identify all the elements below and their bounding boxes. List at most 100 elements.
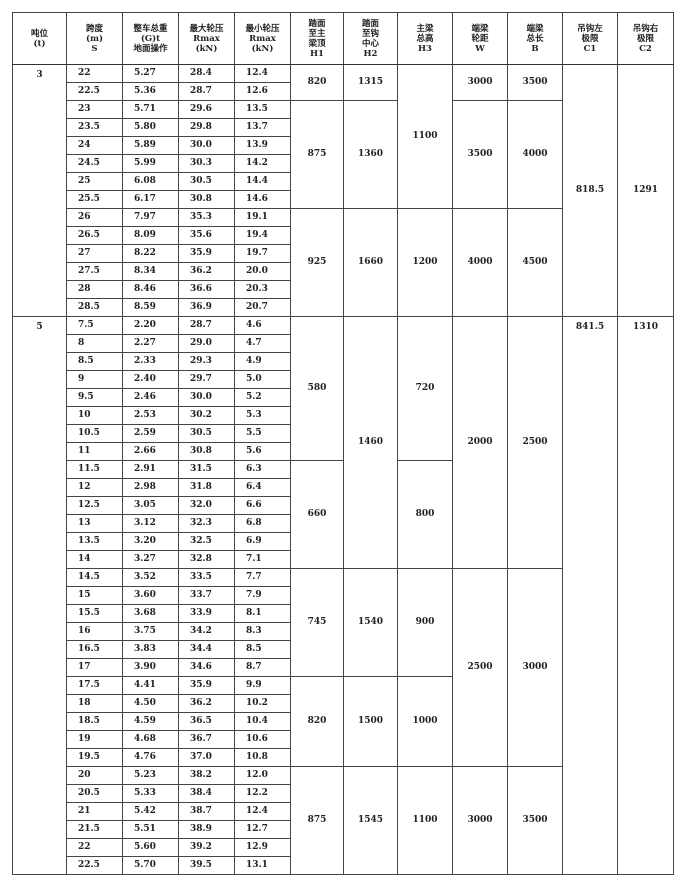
cell-min-wheel-load: 10.6 xyxy=(234,730,291,749)
cell-total-weight: 3.12 xyxy=(122,514,179,533)
cell-min-wheel-load: 12.4 xyxy=(234,64,291,83)
header-line: Rmax xyxy=(193,33,220,44)
cell-total-weight: 2.59 xyxy=(122,424,179,443)
cell-total-weight: 4.76 xyxy=(122,748,179,767)
cell-total-weight: 4.59 xyxy=(122,712,179,731)
cell-b: 3500 xyxy=(507,64,563,101)
cell-max-wheel-load: 30.0 xyxy=(178,136,235,155)
table-row: 14 3.27 32.8 7.1 xyxy=(13,550,674,569)
header-line: 最小轮压 xyxy=(245,23,280,34)
cell-total-weight: 2.53 xyxy=(122,406,179,425)
cell-total-weight: 3.90 xyxy=(122,658,179,677)
cell-total-weight: 8.22 xyxy=(122,244,179,263)
header-line: 主梁 xyxy=(416,23,434,34)
cell-min-wheel-load: 5.6 xyxy=(234,442,291,461)
table-row: 18 4.50 36.2 10.2 xyxy=(13,694,674,713)
cell-min-wheel-load: 6.8 xyxy=(234,514,291,533)
header-span: 跨度 (m) S xyxy=(66,12,123,65)
header-line: B xyxy=(531,43,539,54)
cell-max-wheel-load: 36.5 xyxy=(178,712,235,731)
table-row: 5 7.5 2.20 28.7 4.6 580 1460 720 2000 2500 841.5 13… xyxy=(12,316,674,875)
cell-span: 20 xyxy=(66,766,123,785)
cell-total-weight: 5.42 xyxy=(122,802,179,821)
header-line: 至钩 xyxy=(361,28,379,39)
table-row: 17.5 4.41 35.9 9.9 820 1500 1000 xyxy=(13,676,674,767)
cell-total-weight: 6.17 xyxy=(122,190,179,209)
cell-total-weight: 3.52 xyxy=(122,568,179,587)
cell-total-weight: 5.70 xyxy=(122,856,179,875)
cell-max-wheel-load: 34.2 xyxy=(178,622,235,641)
table-row: 28.5 8.59 36.9 20.7 xyxy=(13,298,674,317)
table-row: 27.5 8.34 36.2 20.0 xyxy=(13,262,674,281)
cell-max-wheel-load: 38.7 xyxy=(178,802,235,821)
header-line: H1 xyxy=(310,48,324,59)
table-row: 22.5 5.70 39.5 13.1 xyxy=(13,856,674,875)
cell-h2: 1660 xyxy=(343,208,398,317)
cell-min-wheel-load: 6.9 xyxy=(234,532,291,551)
cell-max-wheel-load: 30.3 xyxy=(178,154,235,173)
cell-max-wheel-load: 32.3 xyxy=(178,514,235,533)
cell-max-wheel-load: 38.2 xyxy=(178,766,235,785)
cell-span: 27 xyxy=(66,244,123,263)
cell-span: 7.5 xyxy=(66,316,123,335)
cell-h3: 800 xyxy=(397,460,453,569)
cell-max-wheel-load: 35.9 xyxy=(178,676,235,695)
cell-w: 3500 xyxy=(452,100,508,209)
cell-max-wheel-load: 33.7 xyxy=(178,586,235,605)
cell-span: 8.5 xyxy=(66,352,123,371)
cell-total-weight: 8.09 xyxy=(122,226,179,245)
table-row: 23.5 5.80 29.8 13.7 xyxy=(13,118,674,137)
header-hook-left-limit-c1: 吊钩左 极限 C1 xyxy=(562,12,618,65)
cell-span: 15.5 xyxy=(66,604,123,623)
header-line: C2 xyxy=(639,43,652,54)
header-line: 吊钩右 xyxy=(632,23,659,34)
header-line: S xyxy=(91,43,98,54)
cell-min-wheel-load: 6.4 xyxy=(234,478,291,497)
cell-span: 25.5 xyxy=(66,190,123,209)
table-row: 25 6.08 30.5 14.4 xyxy=(13,172,674,191)
cell-span: 21 xyxy=(66,802,123,821)
cell-total-weight: 4.50 xyxy=(122,694,179,713)
cell-h2: 1540 xyxy=(343,568,398,677)
cell-total-weight: 5.36 xyxy=(122,82,179,101)
header-line: 极限 xyxy=(581,33,599,44)
cell-min-wheel-load: 7.1 xyxy=(234,550,291,569)
cell-min-wheel-load: 5.2 xyxy=(234,388,291,407)
cell-span: 17.5 xyxy=(66,676,123,695)
header-line: 跨度 xyxy=(85,23,103,34)
cell-total-weight: 5.71 xyxy=(122,100,179,119)
cell-min-wheel-load: 20.0 xyxy=(234,262,291,281)
cell-max-wheel-load: 35.9 xyxy=(178,244,235,263)
cell-span: 18.5 xyxy=(66,712,123,731)
table-row: 8.5 2.33 29.3 4.9 xyxy=(13,352,674,371)
cell-min-wheel-load: 12.4 xyxy=(234,802,291,821)
cell-span: 23 xyxy=(66,100,123,119)
cell-total-weight: 2.98 xyxy=(122,478,179,497)
header-line: 至主 xyxy=(308,28,326,39)
cell-max-wheel-load: 39.2 xyxy=(178,838,235,857)
cell-min-wheel-load: 20.3 xyxy=(234,280,291,299)
cell-total-weight: 3.75 xyxy=(122,622,179,641)
cell-span: 25 xyxy=(66,172,123,191)
table-row: 10.5 2.59 30.5 5.5 xyxy=(13,424,674,443)
cell-w: 2500 xyxy=(452,568,508,767)
cell-min-wheel-load: 13.1 xyxy=(234,856,291,875)
cell-span: 13.5 xyxy=(66,532,123,551)
cell-span: 26 xyxy=(66,208,123,227)
table-row: 22.5 5.36 28.7 12.6 xyxy=(13,82,674,101)
cell-min-wheel-load: 12.0 xyxy=(234,766,291,785)
cell-max-wheel-load: 31.8 xyxy=(178,478,235,497)
cell-min-wheel-load: 10.8 xyxy=(234,748,291,767)
header-line: 地面操作 xyxy=(133,43,168,54)
header-line: 端梁 xyxy=(471,23,489,34)
cell-h2: 1545 xyxy=(343,766,398,875)
cell-total-weight: 3.83 xyxy=(122,640,179,659)
cell-min-wheel-load: 6.6 xyxy=(234,496,291,515)
cell-max-wheel-load: 30.0 xyxy=(178,388,235,407)
cell-total-weight: 5.99 xyxy=(122,154,179,173)
cell-total-weight: 5.89 xyxy=(122,136,179,155)
cell-max-wheel-load: 38.4 xyxy=(178,784,235,803)
cell-total-weight: 3.20 xyxy=(122,532,179,551)
header-line: (kN) xyxy=(195,43,218,54)
header-hook-right-limit-c2: 吊钩右 极限 C2 xyxy=(617,12,674,65)
